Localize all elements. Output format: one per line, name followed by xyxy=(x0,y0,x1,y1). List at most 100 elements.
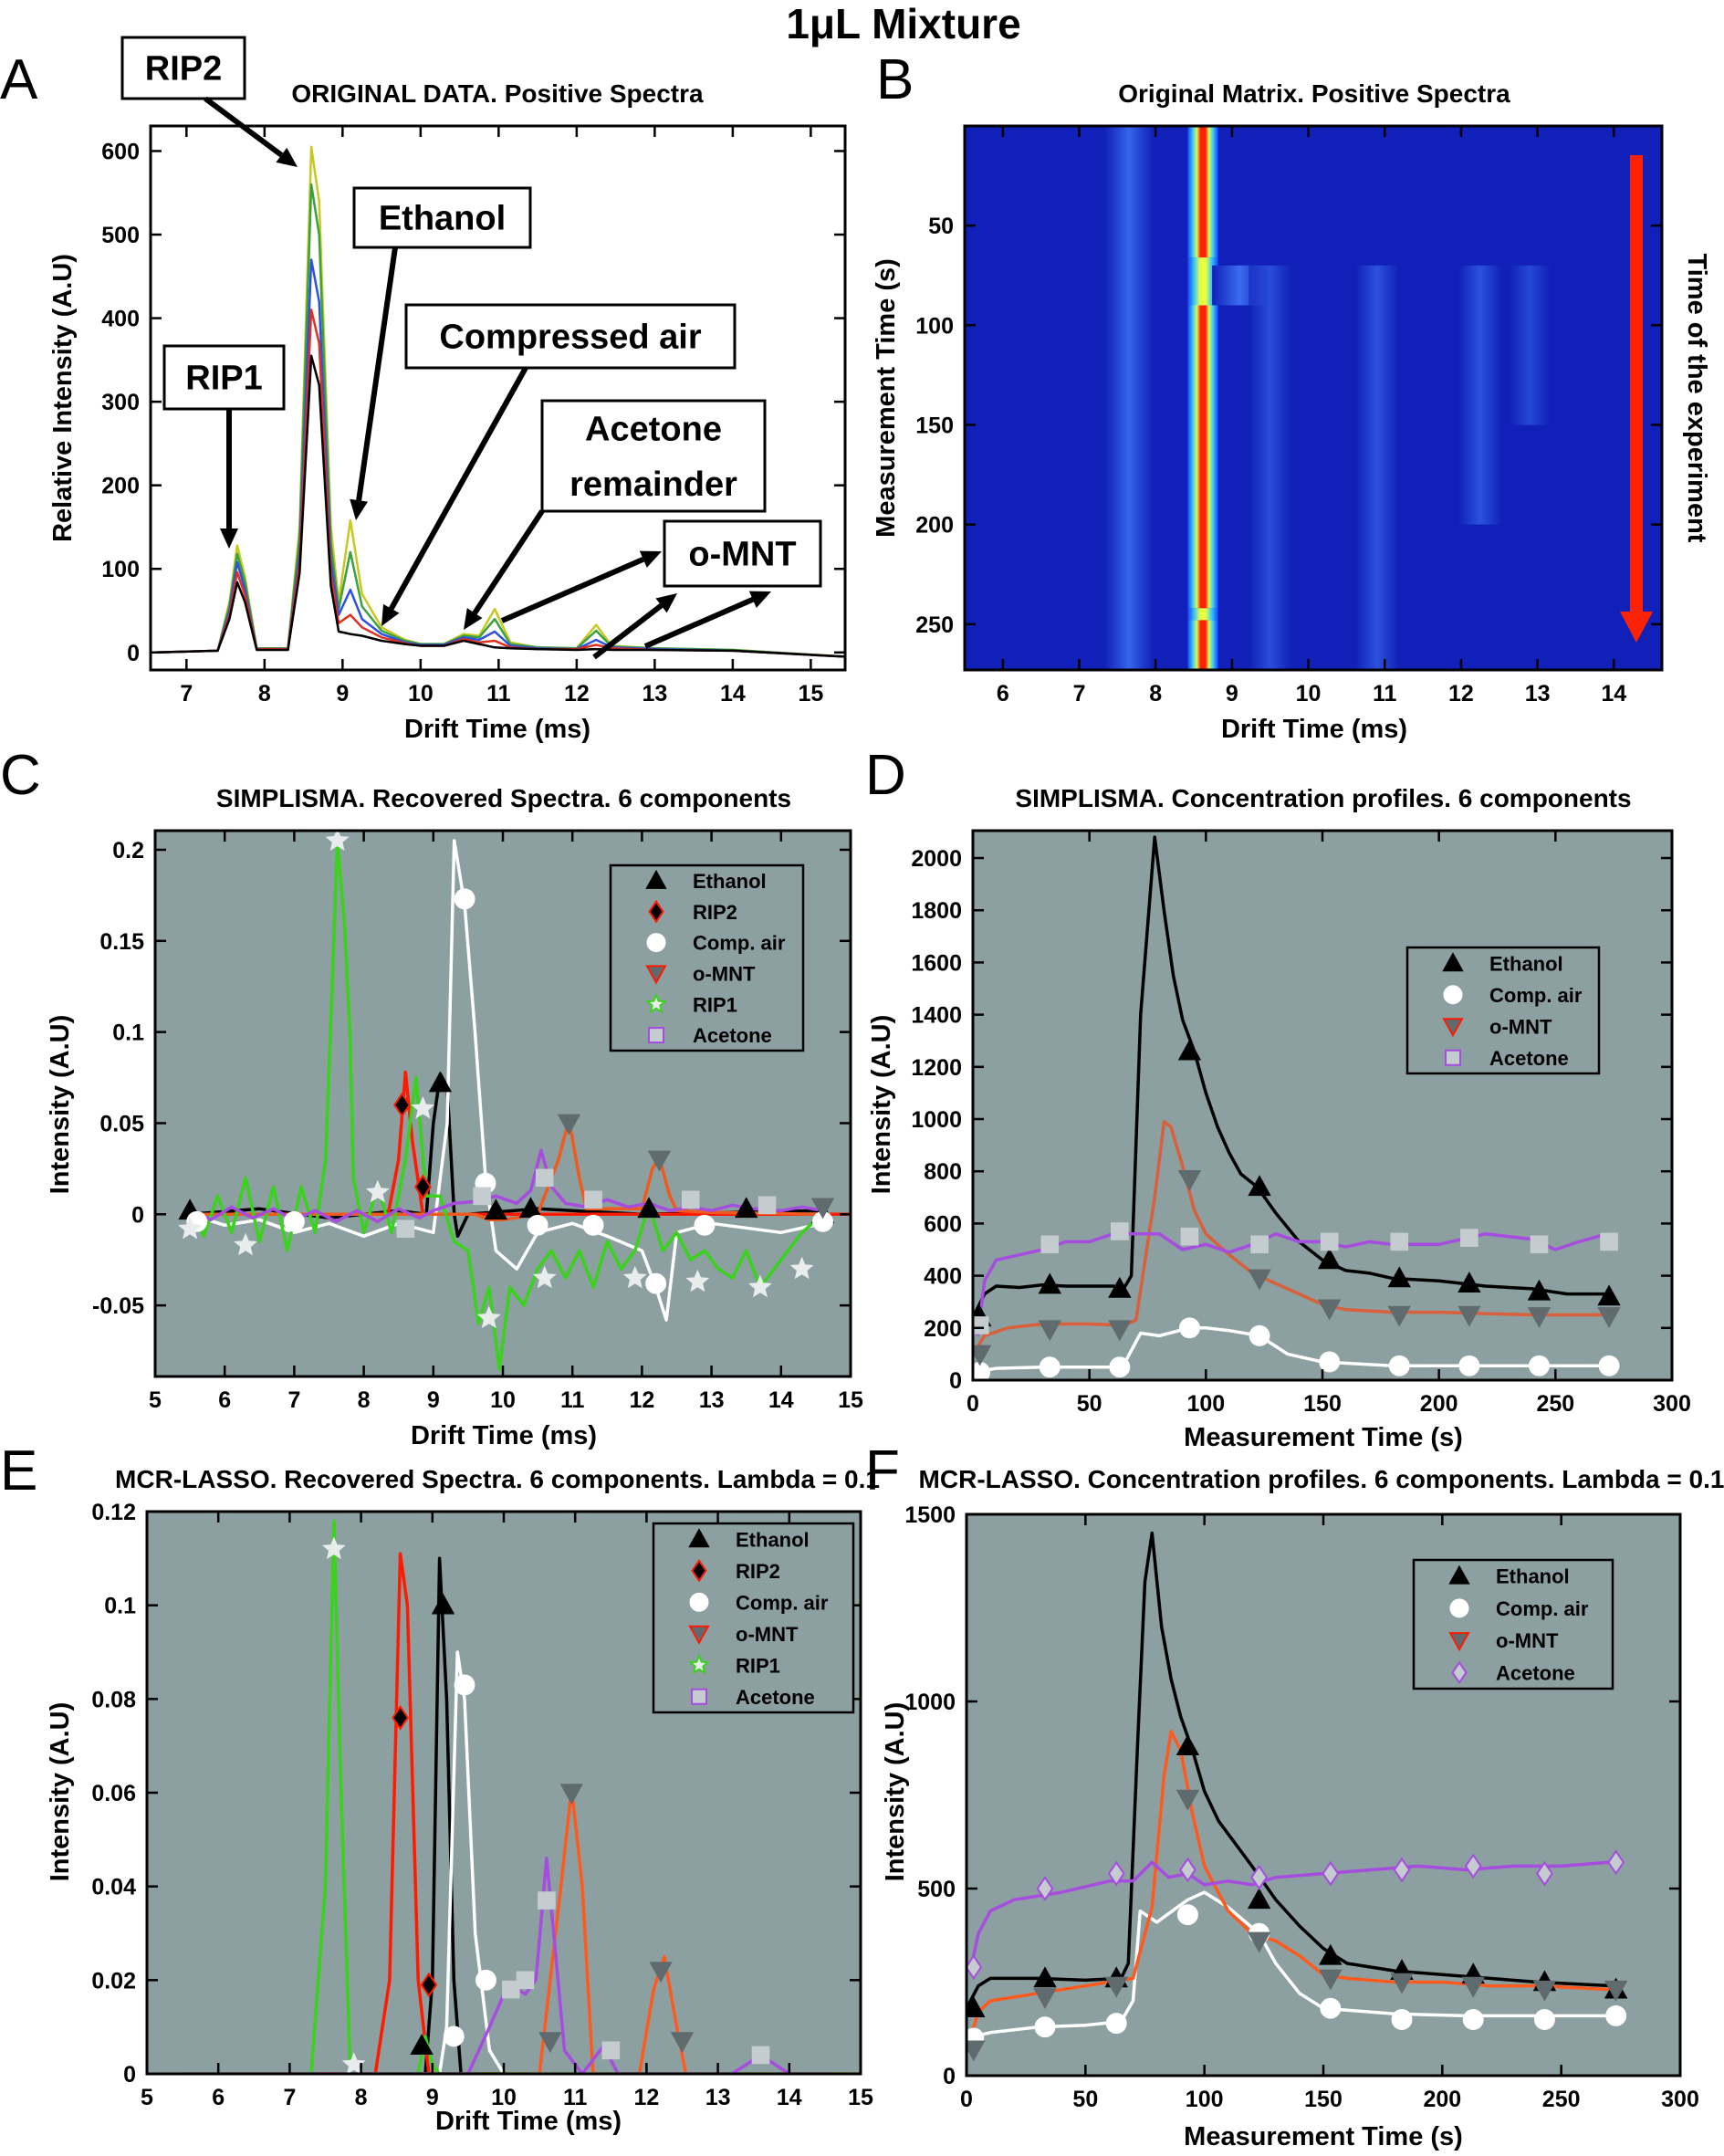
legend-label: o-MNT xyxy=(1489,1015,1552,1038)
data-marker xyxy=(1109,1356,1131,1378)
data-marker xyxy=(1175,1789,1200,1811)
legend-marker-triangle xyxy=(645,869,667,889)
data-marker xyxy=(1391,2009,1413,2030)
data-marker xyxy=(1040,1235,1060,1254)
x-tick-label: 5 xyxy=(141,2085,153,2110)
y-tick-label: 200 xyxy=(915,513,954,539)
plot-frame xyxy=(963,124,1664,672)
data-marker xyxy=(1527,1279,1552,1301)
y-tick-label: 200 xyxy=(924,1316,962,1342)
y-tick-label: 600 xyxy=(101,139,140,164)
data-marker xyxy=(1319,1943,1343,1965)
legend-marker-triangle xyxy=(1448,1565,1470,1585)
data-marker xyxy=(1533,2009,1555,2030)
x-tick-label: 50 xyxy=(1077,1391,1102,1417)
x-tick-label: 14 xyxy=(720,681,746,706)
chart-title: ORIGINAL DATA. Positive Spectra xyxy=(291,79,704,108)
legend-label: Ethanol xyxy=(1496,1565,1570,1588)
data-marker xyxy=(1108,1276,1132,1298)
x-axis-label: Drift Time (ms) xyxy=(435,2107,622,2136)
plot-area xyxy=(973,831,1672,1380)
annotation-arrowhead xyxy=(381,603,400,626)
y-tick-label: 0.06 xyxy=(91,1781,136,1806)
x-tick-label: 10 xyxy=(490,1387,516,1413)
data-marker xyxy=(1320,1232,1339,1251)
annotation-arrowhead xyxy=(464,608,483,630)
y-tick-label: 600 xyxy=(924,1211,962,1237)
data-marker xyxy=(1530,1235,1549,1254)
chart-title: MCR-LASSO. Recovered Spectra. 6 componen… xyxy=(115,1465,880,1493)
legend-item: Ethanol xyxy=(1448,1565,1570,1588)
x-tick-label: 150 xyxy=(1303,1391,1342,1417)
annotation-arrowhead xyxy=(220,529,238,549)
heatmap-band xyxy=(1104,126,1154,670)
heatmap-band xyxy=(1187,620,1218,670)
annotation-arrowhead xyxy=(655,593,677,613)
data-marker xyxy=(748,1274,772,1298)
x-tick-label: 10 xyxy=(491,2085,517,2110)
annotation-label: Ethanol xyxy=(379,200,506,238)
data-marker xyxy=(1033,1988,1057,2009)
y-tick-label: 500 xyxy=(101,223,140,248)
data-marker xyxy=(1388,1355,1410,1376)
annotation-label: Acetone xyxy=(585,410,722,448)
plot-content xyxy=(966,1531,1628,2062)
data-marker xyxy=(751,2046,770,2065)
plot-content xyxy=(1104,126,1551,670)
legend-label: Ethanol xyxy=(693,870,767,893)
data-marker xyxy=(428,1071,453,1093)
x-tick-label: 13 xyxy=(1525,681,1551,706)
data-marker xyxy=(584,1190,602,1209)
data-marker xyxy=(1179,1317,1200,1339)
annotation-arrow xyxy=(592,603,663,660)
annotation-arrow xyxy=(356,246,398,501)
legend-label: RIP2 xyxy=(693,901,737,924)
legend-item: Acetone xyxy=(648,1024,772,1047)
x-tick-label: 6 xyxy=(212,2085,225,2110)
data-marker xyxy=(1111,1222,1129,1240)
data-marker xyxy=(1108,1320,1132,1342)
x-tick-label: 15 xyxy=(848,2085,873,2110)
legend-label: Acetone xyxy=(736,1686,815,1709)
legend-label: o-MNT xyxy=(736,1623,799,1646)
data-marker xyxy=(1605,2004,1627,2026)
data-marker xyxy=(694,1214,716,1236)
data-marker xyxy=(973,1345,992,1366)
y-axis-label: Relative Intensity (A.U) xyxy=(48,254,78,542)
y-tick-label: 300 xyxy=(101,390,140,415)
x-axis-label: Measurement Time (s) xyxy=(1184,1423,1463,1452)
data-marker xyxy=(758,1196,777,1215)
data-marker xyxy=(1462,2009,1484,2030)
annotation-arrowhead xyxy=(748,591,771,608)
annotation-label: Compressed air xyxy=(439,319,701,357)
legend-box xyxy=(1405,946,1601,1075)
x-tick-label: 10 xyxy=(1296,681,1322,706)
y-tick-label: 500 xyxy=(917,1877,956,1902)
data-marker xyxy=(538,2032,562,2054)
data-marker xyxy=(1529,1355,1550,1376)
legend-marker-diamond xyxy=(691,1558,707,1583)
x-tick-label: 9 xyxy=(427,1387,440,1413)
legend-marker-circle xyxy=(1449,1598,1469,1618)
x-tick-label: 6 xyxy=(218,1387,231,1413)
legend: Ethanol RIP2 Comp. air o-MNT RIP1 Acetone xyxy=(609,863,805,1052)
y-tick-label: 0 xyxy=(127,641,140,666)
x-tick-label: 250 xyxy=(1536,1391,1574,1417)
legend-item: RIP1 xyxy=(645,992,737,1016)
x-tick-label: 12 xyxy=(633,2085,659,2110)
data-marker xyxy=(1248,1269,1271,1291)
data-marker xyxy=(532,1265,557,1289)
plot-area xyxy=(965,126,1662,670)
data-marker xyxy=(810,1198,835,1219)
data-marker xyxy=(670,2032,695,2054)
legend-label: Comp. air xyxy=(1496,1597,1589,1620)
x-tick-label: 11 xyxy=(560,1387,585,1413)
annotation-label: RIP1 xyxy=(185,360,262,398)
legend-item: Comp. air xyxy=(646,932,786,955)
data-marker xyxy=(502,1980,520,1999)
legend-box xyxy=(1412,1558,1614,1690)
data-marker xyxy=(1390,1973,1414,1994)
legend: Ethanol Comp. air o-MNT Acetone xyxy=(1405,946,1601,1075)
x-tick-label: 150 xyxy=(1304,2087,1343,2112)
legend-label: RIP1 xyxy=(693,993,737,1016)
